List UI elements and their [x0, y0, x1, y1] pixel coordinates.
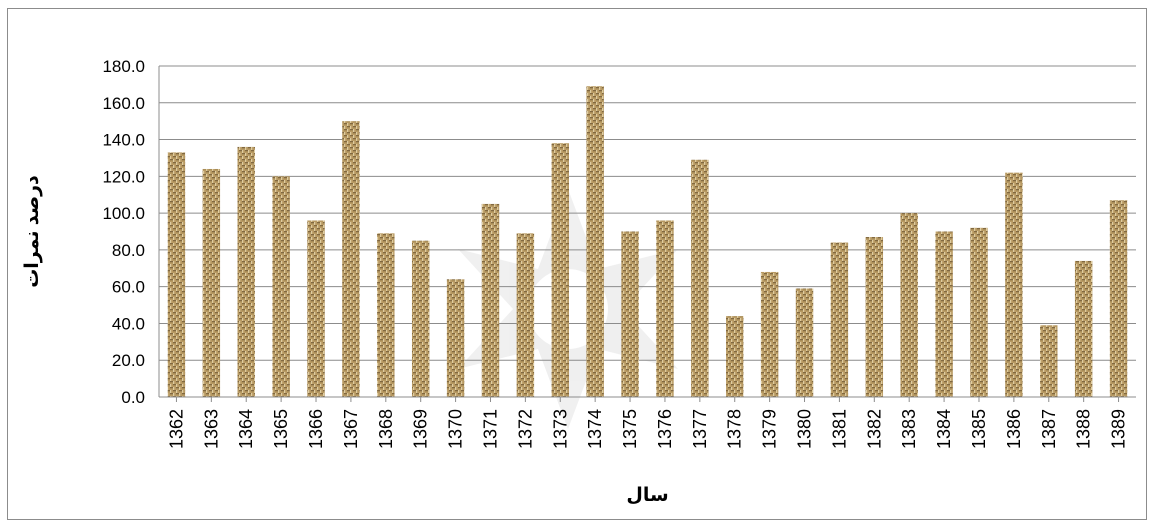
x-tick-label: 1372 — [515, 409, 535, 449]
x-tick-label: 1370 — [446, 409, 466, 449]
bar — [656, 220, 674, 397]
bar — [1040, 325, 1058, 397]
chart-frame: 0.0 20.0 40.0 60.0 80.0 100.0 120.0 140.0 160.0 1… — [7, 8, 1147, 520]
x-tick-label: 1378 — [725, 409, 745, 449]
x-tick-label: 1366 — [306, 409, 326, 449]
bar — [1074, 260, 1093, 397]
y-tick-label: 160.0 — [102, 94, 145, 113]
bar — [1005, 172, 1023, 397]
x-tick-label: 1379 — [760, 409, 780, 449]
y-tick-label: 60.0 — [112, 278, 145, 297]
x-axis-title: سال — [626, 485, 668, 506]
bar — [586, 86, 604, 397]
x-tick-label: 1383 — [899, 409, 919, 449]
x-tick-label: 1384 — [934, 409, 954, 449]
x-tick-label: 1389 — [1109, 409, 1129, 449]
bar — [307, 220, 325, 397]
x-tick-label: 1387 — [1039, 409, 1059, 449]
bar — [237, 146, 255, 397]
x-tick-label: 1368 — [376, 409, 396, 449]
x-tick-label: 1363 — [201, 409, 221, 449]
x-tick-label: 1374 — [585, 409, 605, 449]
bar — [272, 176, 290, 397]
x-tick-label: 1367 — [341, 409, 361, 449]
y-axis-title: درصد نمرات — [22, 175, 43, 288]
bar — [481, 203, 500, 397]
x-tick-label: 1376 — [655, 409, 675, 449]
bar — [411, 240, 430, 397]
bar — [342, 121, 360, 398]
x-tick-label: 1375 — [620, 409, 640, 449]
y-tick-label: 120.0 — [102, 167, 145, 186]
x-tick-label: 1386 — [1004, 409, 1024, 449]
bar — [621, 231, 639, 397]
x-tick-label: 1380 — [795, 409, 815, 449]
bar — [1109, 200, 1128, 397]
y-tick-label: 180.0 — [102, 57, 145, 76]
x-tick-label: 1382 — [864, 409, 884, 449]
y-tick-label: 20.0 — [112, 351, 145, 370]
y-tick-label: 40.0 — [112, 314, 145, 333]
bar — [516, 233, 535, 397]
y-tick-label: 140.0 — [102, 131, 145, 150]
bar — [970, 227, 988, 397]
y-tick-label: 100.0 — [102, 204, 145, 223]
y-tick-label: 0.0 — [121, 388, 145, 407]
bar — [865, 237, 884, 397]
x-tick-label: 1388 — [1074, 409, 1094, 449]
x-tick-label: 1385 — [969, 409, 989, 449]
y-tick-label: 80.0 — [112, 241, 145, 260]
bar — [377, 233, 395, 397]
bar — [551, 143, 569, 397]
x-tick-label: 1365 — [271, 409, 291, 449]
x-tick-label: 1373 — [550, 409, 570, 449]
x-tick-label: 1362 — [166, 409, 186, 449]
x-tick-label: 1381 — [829, 409, 849, 449]
bar — [726, 316, 744, 397]
bar-chart: 0.0 20.0 40.0 60.0 80.0 100.0 120.0 140.0 160.0 1… — [22, 57, 1136, 506]
bar — [167, 152, 186, 397]
x-tick-label: 1369 — [411, 409, 431, 449]
bar — [900, 213, 918, 397]
bar — [202, 168, 221, 397]
bar — [760, 271, 779, 397]
bar — [830, 242, 849, 397]
x-tick-label: 1377 — [690, 409, 710, 449]
bar — [691, 159, 709, 397]
x-tick-label: 1364 — [236, 409, 256, 449]
bar — [795, 288, 814, 397]
x-tick-label: 1371 — [480, 409, 500, 449]
bar — [935, 231, 953, 397]
bar — [446, 279, 465, 397]
